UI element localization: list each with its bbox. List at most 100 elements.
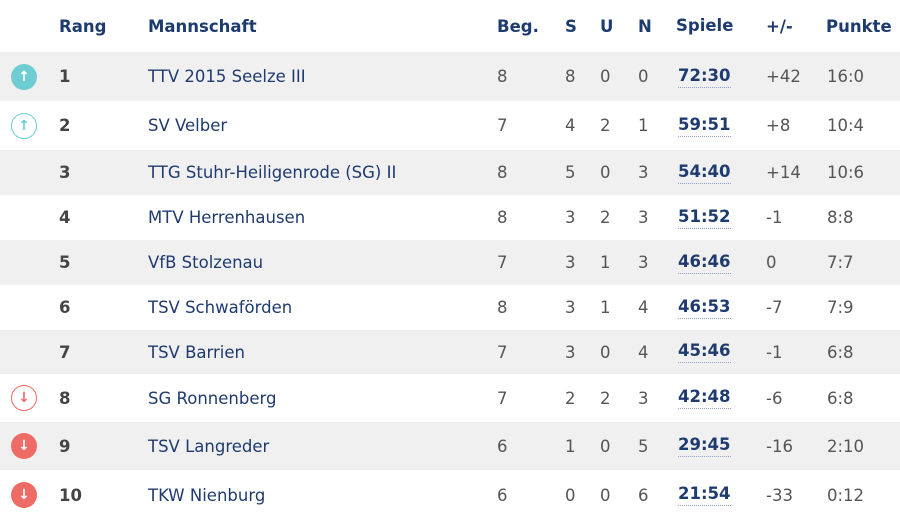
- arrow-down-filled-icon: ↓: [11, 482, 37, 508]
- draws: 2: [600, 116, 611, 135]
- match-score[interactable]: 46:53: [678, 297, 731, 319]
- team-name[interactable]: TSV Schwaförden: [148, 298, 293, 317]
- losses: 0: [638, 67, 649, 86]
- draws: 0: [600, 342, 611, 362]
- rang-cell: 2: [59, 116, 71, 135]
- games-played: 7: [497, 253, 508, 272]
- score-difference: +8: [766, 116, 791, 135]
- losses: 1: [638, 116, 649, 135]
- team-name[interactable]: TSV Langreder: [148, 436, 270, 456]
- games-played: 8: [497, 67, 508, 86]
- games-played: 6: [497, 436, 508, 456]
- table-row: ↓ 10 TKW Nienburg 6 0 0 6 21:54 -33 0:12: [0, 470, 900, 520]
- score-difference: -1: [766, 342, 783, 362]
- match-score[interactable]: 45:46: [678, 341, 731, 363]
- table-row: 3 TTG Stuhr-Heiligenrode (SG) II 8 5 0 3 54:40…: [0, 150, 900, 195]
- score-difference: -16: [766, 436, 793, 456]
- match-score[interactable]: 51:52: [678, 207, 731, 229]
- points: 16:0: [827, 67, 865, 86]
- rang-cell: 6: [59, 298, 71, 317]
- table-row: ↑ 2 SV Velber 7 4 2 1 59:51 +8 10:4: [0, 101, 900, 150]
- match-score[interactable]: 29:45: [678, 435, 731, 457]
- wins: 5: [565, 163, 576, 182]
- rang-cell: 9: [59, 436, 71, 456]
- score-difference: +42: [766, 67, 801, 86]
- team-name[interactable]: VfB Stolzenau: [148, 253, 264, 272]
- header-spiele[interactable]: Spiele: [676, 15, 734, 35]
- rang-cell: 4: [59, 208, 71, 227]
- draws: 1: [600, 298, 611, 317]
- table-row: ↑ 1 TTV 2015 Seelze III 8 8 0 0 72:30 +42 16:0: [0, 52, 900, 101]
- team-name[interactable]: TTG Stuhr-Heiligenrode (SG) II: [148, 163, 397, 182]
- header-punkte[interactable]: Punkte: [826, 16, 892, 36]
- draws: 0: [600, 163, 611, 182]
- match-score[interactable]: 42:48: [678, 387, 731, 409]
- header-rang[interactable]: Rang: [59, 16, 107, 36]
- match-score[interactable]: 72:30: [678, 66, 731, 88]
- table-row: 6 TSV Schwaförden 8 3 1 4 46:53 -7 7:9: [0, 285, 900, 330]
- points: 7:9: [827, 298, 854, 317]
- rang-cell: 5: [59, 253, 71, 272]
- rang-cell: 10: [59, 485, 82, 505]
- table-row: 7 TSV Barrien 7 3 0 4 45:46 -1 6:8: [0, 330, 900, 374]
- wins: 3: [565, 253, 576, 272]
- wins: 4: [565, 116, 576, 135]
- losses: 6: [638, 485, 649, 505]
- games-played: 6: [497, 485, 508, 505]
- team-name[interactable]: SV Velber: [148, 116, 228, 135]
- rang-cell: 3: [59, 163, 71, 182]
- draws: 1: [600, 253, 611, 272]
- losses: 3: [638, 208, 649, 227]
- team-name[interactable]: TTV 2015 Seelze III: [148, 67, 306, 86]
- header-diff[interactable]: +/-: [766, 16, 793, 36]
- points: 6:8: [827, 388, 854, 408]
- wins: 2: [565, 388, 576, 408]
- games-played: 7: [497, 388, 508, 408]
- games-played: 8: [497, 208, 508, 227]
- score-difference: 0: [766, 253, 777, 272]
- points: 0:12: [827, 485, 865, 505]
- arrow-up-outline-icon: ↑: [11, 112, 37, 139]
- header-n[interactable]: N: [638, 16, 652, 36]
- team-name[interactable]: TKW Nienburg: [148, 485, 266, 505]
- wins: 1: [565, 436, 576, 456]
- header-s[interactable]: S: [565, 16, 577, 36]
- table-header: Rang Mannschaft Beg. S U N Spiele +/- Pu…: [0, 0, 900, 52]
- losses: 3: [638, 163, 649, 182]
- table-row: ↓ 8 SG Ronnenberg 7 2 2 3 42:48 -6 6:8: [0, 374, 900, 422]
- wins: 3: [565, 298, 576, 317]
- header-u[interactable]: U: [600, 16, 614, 36]
- losses: 3: [638, 253, 649, 272]
- losses: 3: [638, 388, 649, 408]
- games-played: 8: [497, 298, 508, 317]
- arrow-up-filled-icon: ↑: [11, 63, 37, 90]
- draws: 0: [600, 67, 611, 86]
- games-played: 7: [497, 116, 508, 135]
- header-team[interactable]: Mannschaft: [148, 16, 257, 36]
- score-difference: +14: [766, 163, 801, 182]
- games-played: 8: [497, 163, 508, 182]
- rang-cell: 1: [59, 67, 71, 86]
- match-score[interactable]: 21:54: [678, 484, 731, 506]
- losses: 5: [638, 436, 649, 456]
- score-difference: -33: [766, 485, 793, 505]
- wins: 0: [565, 485, 576, 505]
- team-name[interactable]: TSV Barrien: [148, 342, 245, 362]
- score-difference: -7: [766, 298, 783, 317]
- rang-cell: 7: [59, 342, 71, 362]
- wins: 3: [565, 208, 576, 227]
- match-score[interactable]: 54:40: [678, 162, 731, 184]
- score-difference: -6: [766, 388, 783, 408]
- team-name[interactable]: SG Ronnenberg: [148, 388, 277, 408]
- points: 6:8: [827, 342, 854, 362]
- wins: 8: [565, 67, 576, 86]
- match-score[interactable]: 46:46: [678, 252, 731, 274]
- arrow-down-outline-icon: ↓: [11, 385, 37, 411]
- arrow-down-filled-icon: ↓: [11, 433, 37, 459]
- draws: 2: [600, 208, 611, 227]
- header-beg[interactable]: Beg.: [497, 16, 539, 36]
- points: 10:6: [827, 163, 865, 182]
- team-name[interactable]: MTV Herrenhausen: [148, 208, 306, 227]
- match-score[interactable]: 59:51: [678, 115, 731, 137]
